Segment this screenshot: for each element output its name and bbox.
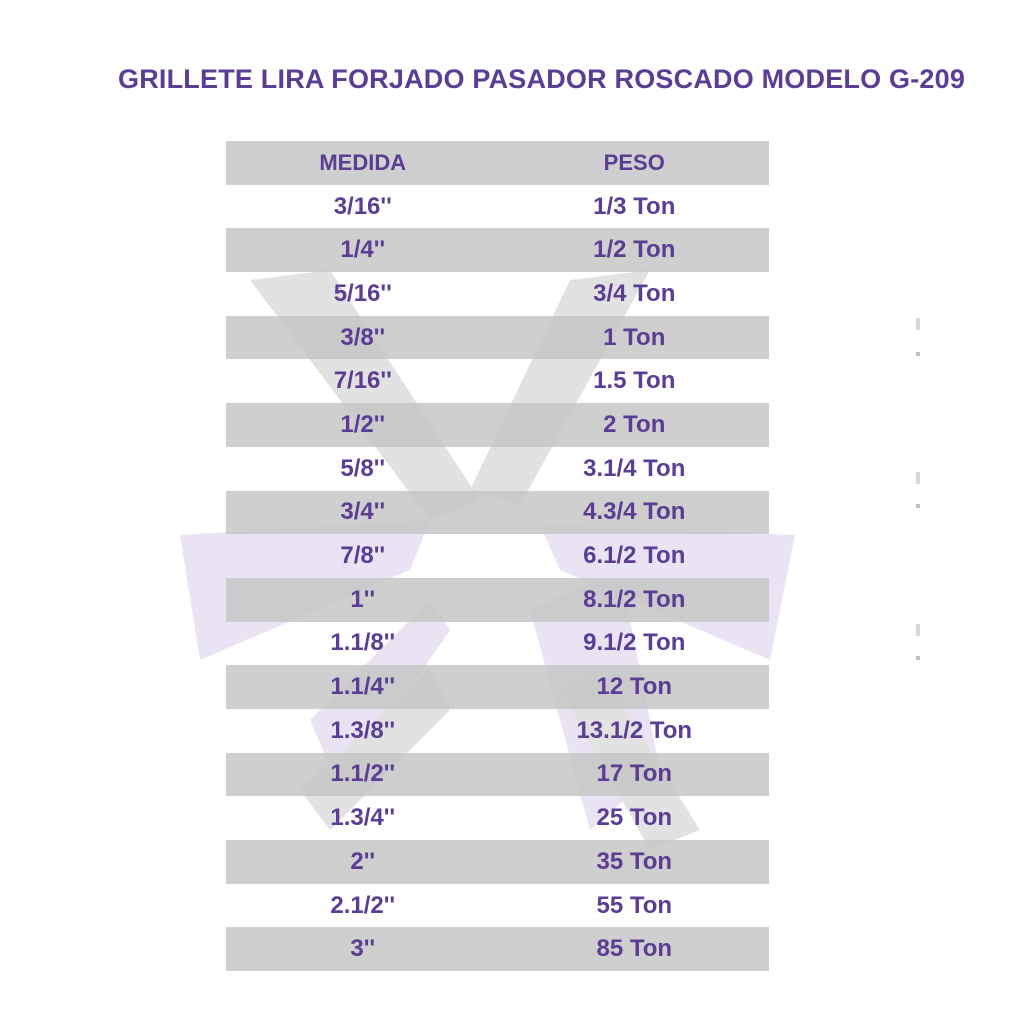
page-title: GRILLETE LIRA FORJADO PASADOR ROSCADO MO… <box>118 64 966 94</box>
capacity-table: MEDIDA PESO 3/16'' 1/3 Ton 1/4'' 1/2 Ton… <box>226 141 769 972</box>
peso-cell: 35 Ton <box>596 847 673 875</box>
medida-cell: 5/16'' <box>333 279 392 307</box>
peso-cell: 25 Ton <box>596 804 673 832</box>
medida-cell: 5/8'' <box>340 454 386 482</box>
table-header-row: MEDIDA PESO <box>226 141 769 185</box>
table-row: 3/16'' 1/3 Ton <box>226 185 769 229</box>
table-row: 2.1/2'' 55 Ton <box>226 884 769 928</box>
table-row: 1.3/8'' 13.1/2 Ton <box>226 709 769 753</box>
peso-cell: 3.1/4 Ton <box>583 454 686 482</box>
peso-cell: 8.1/2 Ton <box>583 585 686 613</box>
medida-cell: 1.3/4'' <box>330 804 396 832</box>
medida-cell: 2.1/2'' <box>330 891 396 919</box>
peso-cell: 2 Ton <box>603 410 666 438</box>
medida-cell: 3/4'' <box>340 498 386 526</box>
peso-cell: 55 Ton <box>596 891 673 919</box>
table-row: 1.1/2'' 17 Ton <box>226 752 769 797</box>
medida-cell: 7/8'' <box>340 542 386 570</box>
peso-cell: 1.5 Ton <box>593 367 676 395</box>
edge-dot <box>916 352 920 356</box>
medida-cell: 7/16'' <box>333 367 392 395</box>
edge-marks <box>916 318 924 678</box>
header-peso: PESO <box>603 149 665 175</box>
medida-cell: 1.1/8'' <box>330 629 396 657</box>
medida-cell: 2'' <box>350 847 376 875</box>
medida-cell: 1/4'' <box>340 236 386 264</box>
peso-cell: 6.1/2 Ton <box>583 542 686 570</box>
table-row: 1'' 8.1/2 Ton <box>226 577 769 622</box>
peso-cell: 17 Ton <box>596 760 673 788</box>
edge-dot <box>916 504 920 508</box>
medida-cell: 1.1/2'' <box>330 760 396 788</box>
peso-cell: 85 Ton <box>596 935 673 963</box>
table-row: 3/8'' 1 Ton <box>226 315 769 360</box>
edge-dot <box>916 656 920 660</box>
table-row: 5/16'' 3/4 Ton <box>226 272 769 316</box>
table-row: 1.3/4'' 25 Ton <box>226 796 769 840</box>
edge-mark <box>916 318 920 330</box>
peso-cell: 3/4 Ton <box>593 279 676 307</box>
peso-cell: 12 Ton <box>596 673 673 701</box>
medida-cell: 1.3/8'' <box>330 716 396 744</box>
peso-cell: 1/3 Ton <box>593 192 676 220</box>
edge-mark <box>916 472 920 484</box>
medida-cell: 1.1/4'' <box>330 673 396 701</box>
table-row: 7/16'' 1.5 Ton <box>226 359 769 403</box>
peso-cell: 9.1/2 Ton <box>583 629 686 657</box>
table-row: 1.1/8'' 9.1/2 Ton <box>226 622 769 666</box>
table-row: 3/4'' 4.3/4 Ton <box>226 490 769 535</box>
peso-cell: 4.3/4 Ton <box>583 498 686 526</box>
peso-cell: 13.1/2 Ton <box>576 716 693 744</box>
table-row: 1/4'' 1/2 Ton <box>226 228 769 273</box>
medida-cell: 3/16'' <box>333 192 392 220</box>
table-row: 2'' 35 Ton <box>226 840 769 884</box>
medida-cell: 1/2'' <box>340 410 386 438</box>
peso-cell: 1/2 Ton <box>593 236 676 264</box>
medida-cell: 3'' <box>350 935 376 963</box>
table-row: 5/8'' 3.1/4 Ton <box>226 447 769 491</box>
table-row: 7/8'' 6.1/2 Ton <box>226 534 769 578</box>
medida-cell: 3/8'' <box>340 323 386 351</box>
table-row: 1.1/4'' 12 Ton <box>226 665 769 709</box>
table-row: 1/2'' 2 Ton <box>226 403 769 447</box>
table-row: 3'' 85 Ton <box>226 927 769 972</box>
medida-cell: 1'' <box>350 585 376 613</box>
header-medida: MEDIDA <box>319 149 407 175</box>
peso-cell: 1 Ton <box>603 323 666 351</box>
edge-mark <box>916 624 920 636</box>
